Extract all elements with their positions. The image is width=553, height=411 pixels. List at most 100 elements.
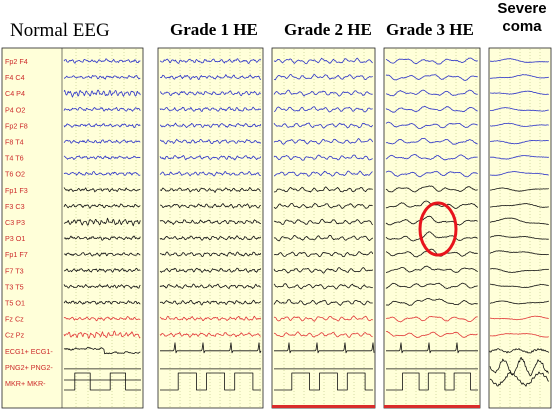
channel-labels: Fp2 F4 F4 C4 C4 P4 P4 O2 Fp2 F8 F8 T4 T4 T6 T6 … xyxy=(5,57,53,388)
eeg-trace-sev-16 xyxy=(489,315,549,321)
channel-label: Fp2 F8 xyxy=(5,121,28,130)
eeg-traces xyxy=(63,57,550,408)
eeg-trace-normal-12 xyxy=(63,252,141,257)
eeg-trace-g1-12 xyxy=(159,251,262,257)
eeg-trace-g3-1 xyxy=(385,74,478,81)
eeg-trace-g1-4 xyxy=(159,122,262,128)
eeg-trace-sev-18 xyxy=(489,348,550,354)
eeg-trace-g1-14 xyxy=(159,283,261,289)
eeg-trace-sev-20 xyxy=(489,371,550,387)
eeg-trace-sev-1 xyxy=(489,74,549,79)
eeg-trace-normal-3 xyxy=(63,107,141,112)
channel-label: C4 P4 xyxy=(5,89,25,98)
eeg-trace-g2-15 xyxy=(273,299,373,306)
title-severe-line2: coma xyxy=(502,18,542,35)
title-normal-eeg: Normal EEG xyxy=(10,20,110,41)
channel-label: Cz Pz xyxy=(5,331,25,340)
eeg-panels xyxy=(1,47,552,409)
eeg-trace-g1-9 xyxy=(160,203,261,209)
panel-background-g3 xyxy=(383,47,481,409)
eeg-trace-g3-10 xyxy=(385,215,478,226)
eeg-trace-g2-1 xyxy=(273,74,373,81)
channel-label: Fz Cz xyxy=(5,315,24,324)
eeg-trace-normal-16 xyxy=(63,316,141,322)
channel-label: PNG2+ PNG2- xyxy=(5,363,53,372)
eeg-trace-g1-15 xyxy=(159,299,262,306)
eeg-trace-g3-11 xyxy=(385,231,478,242)
eeg-trace-normal-13 xyxy=(63,267,141,273)
eeg-trace-sev-3 xyxy=(489,107,549,112)
eeg-trace-sev-14 xyxy=(489,283,549,288)
eeg-trace-normal-8 xyxy=(63,187,141,193)
title-severe-coma: Severe coma xyxy=(492,0,552,36)
channel-label: ECG1+ ECG1- xyxy=(5,347,53,356)
eeg-trace-normal-7 xyxy=(63,171,141,176)
title-grade-2-he: Grade 2 HE xyxy=(284,20,372,39)
eeg-trace-g3-2 xyxy=(386,89,478,97)
eeg-trace-normal-14 xyxy=(63,284,141,289)
channel-label: F3 C3 xyxy=(5,202,25,211)
eeg-trace-g1-11 xyxy=(159,235,262,241)
eeg-trace-g3-7 xyxy=(385,170,478,178)
eeg-trace-sev-17 xyxy=(489,333,549,338)
eeg-trace-sev-6 xyxy=(489,155,549,160)
eeg-trace-normal-20 xyxy=(64,372,141,391)
eeg-trace-g2-3 xyxy=(273,106,373,113)
channel-label: T3 T5 xyxy=(5,282,24,291)
eeg-trace-g1-8 xyxy=(159,187,261,193)
title-severe-line1: Severe xyxy=(497,0,547,17)
eeg-trace-g3-4 xyxy=(385,121,478,129)
eeg-trace-sev-19 xyxy=(489,357,549,377)
channel-label: F4 C4 xyxy=(5,73,25,82)
eeg-trace-g2-20 xyxy=(274,372,373,391)
eeg-trace-g1-13 xyxy=(159,267,262,273)
panel-background-sev xyxy=(488,47,552,409)
eeg-trace-g3-18 xyxy=(386,342,478,354)
eeg-trace-g1-16 xyxy=(159,315,262,321)
eeg-trace-g3-15 xyxy=(385,298,478,306)
eeg-trace-sev-15 xyxy=(489,300,549,305)
eeg-trace-sev-5 xyxy=(490,140,549,145)
eeg-trace-g1-3 xyxy=(159,106,262,112)
panel-background-g1 xyxy=(157,47,264,409)
eeg-trace-g2-16 xyxy=(273,315,373,322)
eeg-trace-normal-9 xyxy=(63,203,141,209)
channel-label: Fp1 F7 xyxy=(5,250,28,259)
eeg-trace-g1-1 xyxy=(160,74,262,80)
channel-label: P4 O2 xyxy=(5,105,25,114)
eeg-trace-g3-6 xyxy=(385,154,478,161)
eeg-trace-normal-4 xyxy=(63,123,141,128)
eeg-trace-sev-4 xyxy=(490,122,549,127)
eeg-trace-g3-20 xyxy=(386,372,478,391)
eeg-trace-g1-7 xyxy=(159,171,261,177)
eeg-trace-g2-5 xyxy=(273,138,374,145)
eeg-trace-g2-0 xyxy=(273,57,373,65)
title-grade-3-he: Grade 3 HE xyxy=(386,20,474,39)
channel-label: F7 T3 xyxy=(5,266,24,275)
eeg-trace-g1-2 xyxy=(159,90,262,97)
eeg-trace-normal-10 xyxy=(63,217,141,227)
eeg-trace-g1-5 xyxy=(159,138,262,145)
title-grade-1-he: Grade 1 HE xyxy=(170,20,258,39)
eeg-trace-normal-1 xyxy=(64,75,141,80)
eeg-trace-sev-2 xyxy=(490,90,549,95)
eeg-trace-sev-9 xyxy=(489,203,549,208)
red-ellipse-annotation-icon xyxy=(418,201,458,257)
eeg-trace-normal-18 xyxy=(63,347,141,355)
eeg-trace-g2-9 xyxy=(273,203,373,209)
eeg-trace-sev-0 xyxy=(490,58,549,63)
eeg-trace-sev-10 xyxy=(490,217,549,225)
eeg-trace-g2-12 xyxy=(273,251,374,258)
channel-label: Fp1 F3 xyxy=(5,186,28,195)
eeg-trace-g3-3 xyxy=(385,105,478,113)
eeg-trace-g2-4 xyxy=(273,122,374,129)
eeg-trace-g1-17 xyxy=(159,332,261,338)
channel-label: T6 O2 xyxy=(5,170,25,179)
eeg-trace-normal-17 xyxy=(63,330,141,339)
eeg-trace-normal-2 xyxy=(63,89,141,98)
channel-label: T5 O1 xyxy=(5,299,25,308)
channel-label: F8 T4 xyxy=(5,138,24,147)
eeg-trace-g2-18 xyxy=(274,342,375,354)
channel-label: P3 O1 xyxy=(5,234,25,243)
